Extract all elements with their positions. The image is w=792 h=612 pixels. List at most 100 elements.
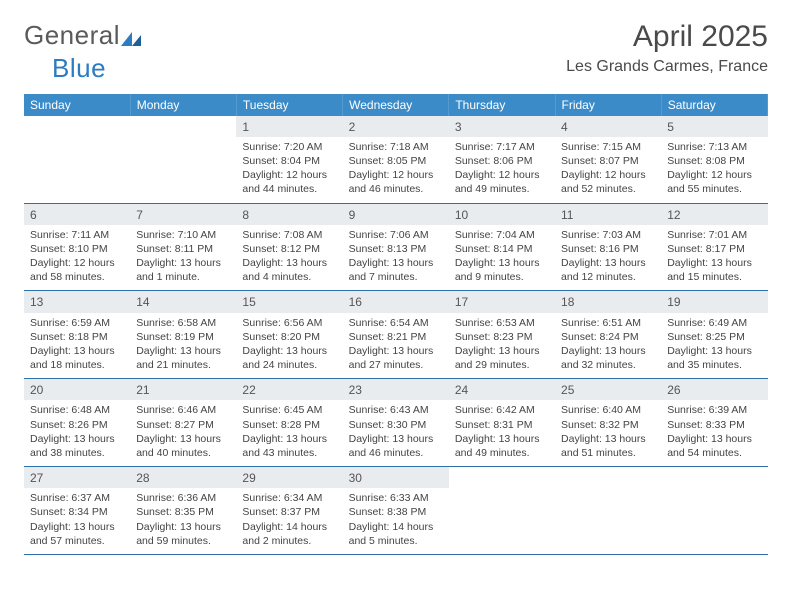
calendar-week: 6Sunrise: 7:11 AMSunset: 8:10 PMDaylight…	[24, 203, 768, 291]
day-number: 6	[24, 204, 130, 225]
daylight-text: Daylight: 13 hours and 9 minutes.	[455, 256, 549, 284]
calendar-cell: 18 Sunrise: 6:51 AMSunset: 8:24 PMDayligh…	[555, 291, 661, 379]
day-details: Sunrise: 6:43 AMSunset: 8:30 PMDaylight:…	[343, 400, 449, 466]
day-number: 4	[555, 116, 661, 137]
daylight-text: Daylight: 13 hours and 49 minutes.	[455, 432, 549, 460]
sunset-text: Sunset: 8:26 PM	[30, 418, 124, 432]
calendar-cell: 2Sunrise: 7:18 AMSunset: 8:05 PMDaylight…	[343, 116, 449, 203]
calendar-week: 1Sunrise: 7:20 AMSunset: 8:04 PMDaylight…	[24, 116, 768, 203]
day-details: Sunrise: 6:56 AMSunset: 8:20 PMDaylight:…	[236, 313, 342, 379]
sunset-text: Sunset: 8:23 PM	[455, 330, 549, 344]
sunset-text: Sunset: 8:05 PM	[349, 154, 443, 168]
sunrise-text: Sunrise: 6:51 AM	[561, 316, 655, 330]
day-number: 16	[343, 291, 449, 312]
day-details: Sunrise: 6:46 AMSunset: 8:27 PMDaylight:…	[130, 400, 236, 466]
sunset-text: Sunset: 8:38 PM	[349, 505, 443, 519]
day-number: 24	[449, 379, 555, 400]
day-number: 18	[555, 291, 661, 312]
weekday-header: Thursday	[449, 94, 555, 116]
daylight-text: Daylight: 12 hours and 49 minutes.	[455, 168, 549, 196]
calendar-cell: 22Sunrise: 6:45 AMSunset: 8:28 PMDayligh…	[236, 379, 342, 467]
day-details: Sunrise: 6:58 AMSunset: 8:19 PMDaylight:…	[130, 313, 236, 379]
calendar-cell	[449, 467, 555, 555]
sunrise-text: Sunrise: 6:46 AM	[136, 403, 230, 417]
calendar-cell: 7 Sunrise: 7:10 AMSunset: 8:11 PMDaylight…	[130, 203, 236, 291]
day-details: Sunrise: 7:15 AMSunset: 8:07 PMDaylight:…	[555, 137, 661, 203]
sunset-text: Sunset: 8:07 PM	[561, 154, 655, 168]
sunrise-text: Sunrise: 6:49 AM	[667, 316, 761, 330]
calendar-cell	[130, 116, 236, 203]
daylight-text: Daylight: 13 hours and 59 minutes.	[136, 520, 230, 548]
sunset-text: Sunset: 8:16 PM	[561, 242, 655, 256]
daylight-text: Daylight: 13 hours and 35 minutes.	[667, 344, 761, 372]
daylight-text: Daylight: 13 hours and 1 minute.	[136, 256, 230, 284]
sunset-text: Sunset: 8:35 PM	[136, 505, 230, 519]
sunrise-text: Sunrise: 6:45 AM	[242, 403, 336, 417]
sunset-text: Sunset: 8:24 PM	[561, 330, 655, 344]
calendar-cell: 3Sunrise: 7:17 AMSunset: 8:06 PMDaylight…	[449, 116, 555, 203]
calendar-week: 27Sunrise: 6:37 AMSunset: 8:34 PMDayligh…	[24, 467, 768, 555]
day-number: 26	[661, 379, 767, 400]
daylight-text: Daylight: 13 hours and 21 minutes.	[136, 344, 230, 372]
location-label: Les Grands Carmes, France	[566, 58, 768, 76]
daylight-text: Daylight: 13 hours and 29 minutes.	[455, 344, 549, 372]
day-number: 10	[449, 204, 555, 225]
day-number: 28	[130, 467, 236, 488]
calendar-cell: 23Sunrise: 6:43 AMSunset: 8:30 PMDayligh…	[343, 379, 449, 467]
sunrise-text: Sunrise: 7:01 AM	[667, 228, 761, 242]
calendar-week: 20Sunrise: 6:48 AMSunset: 8:26 PMDayligh…	[24, 379, 768, 467]
calendar-cell: 8Sunrise: 7:08 AMSunset: 8:12 PMDaylight…	[236, 203, 342, 291]
day-number: 7	[130, 204, 236, 225]
sunset-text: Sunset: 8:27 PM	[136, 418, 230, 432]
sunset-text: Sunset: 8:18 PM	[30, 330, 124, 344]
sunrise-text: Sunrise: 7:20 AM	[242, 140, 336, 154]
day-details: Sunrise: 6:53 AMSunset: 8:23 PMDaylight:…	[449, 313, 555, 379]
page-header: GeneralBlue April 2025 Les Grands Carmes…	[24, 20, 768, 84]
calendar-cell: 5Sunrise: 7:13 AMSunset: 8:08 PMDaylight…	[661, 116, 767, 203]
day-number: 19	[661, 291, 767, 312]
calendar-cell: 14Sunrise: 6:58 AMSunset: 8:19 PMDayligh…	[130, 291, 236, 379]
day-number: 27	[24, 467, 130, 488]
sunset-text: Sunset: 8:30 PM	[349, 418, 443, 432]
day-number: 30	[343, 467, 449, 488]
daylight-text: Daylight: 13 hours and 7 minutes.	[349, 256, 443, 284]
sunset-text: Sunset: 8:25 PM	[667, 330, 761, 344]
day-details: Sunrise: 6:34 AMSunset: 8:37 PMDaylight:…	[236, 488, 342, 554]
day-number: 17	[449, 291, 555, 312]
calendar-cell: 21Sunrise: 6:46 AMSunset: 8:27 PMDayligh…	[130, 379, 236, 467]
sunset-text: Sunset: 8:06 PM	[455, 154, 549, 168]
daylight-text: Daylight: 13 hours and 32 minutes.	[561, 344, 655, 372]
day-number: 15	[236, 291, 342, 312]
sunrise-text: Sunrise: 6:43 AM	[349, 403, 443, 417]
calendar-cell	[24, 116, 130, 203]
calendar-cell: 13Sunrise: 6:59 AMSunset: 8:18 PMDayligh…	[24, 291, 130, 379]
calendar-cell: 24Sunrise: 6:42 AMSunset: 8:31 PMDayligh…	[449, 379, 555, 467]
day-details: Sunrise: 6:54 AMSunset: 8:21 PMDaylight:…	[343, 313, 449, 379]
calendar-cell: 30Sunrise: 6:33 AMSunset: 8:38 PMDayligh…	[343, 467, 449, 555]
brand-part1: General	[24, 20, 120, 50]
daylight-text: Daylight: 13 hours and 15 minutes.	[667, 256, 761, 284]
sunset-text: Sunset: 8:17 PM	[667, 242, 761, 256]
sunrise-text: Sunrise: 6:56 AM	[242, 316, 336, 330]
calendar-cell	[661, 467, 767, 555]
sunset-text: Sunset: 8:11 PM	[136, 242, 230, 256]
daylight-text: Daylight: 13 hours and 43 minutes.	[242, 432, 336, 460]
day-details: Sunrise: 7:03 AMSunset: 8:16 PMDaylight:…	[555, 225, 661, 291]
day-number: 21	[130, 379, 236, 400]
sunset-text: Sunset: 8:32 PM	[561, 418, 655, 432]
sunrise-text: Sunrise: 6:36 AM	[136, 491, 230, 505]
sunrise-text: Sunrise: 6:37 AM	[30, 491, 124, 505]
day-number: 20	[24, 379, 130, 400]
calendar-cell: 9Sunrise: 7:06 AMSunset: 8:13 PMDaylight…	[343, 203, 449, 291]
calendar-cell: 4Sunrise: 7:15 AMSunset: 8:07 PMDaylight…	[555, 116, 661, 203]
sunrise-text: Sunrise: 7:04 AM	[455, 228, 549, 242]
daylight-text: Daylight: 13 hours and 18 minutes.	[30, 344, 124, 372]
sunrise-text: Sunrise: 6:34 AM	[242, 491, 336, 505]
calendar-header: SundayMondayTuesdayWednesdayThursdayFrid…	[24, 94, 768, 116]
daylight-text: Daylight: 12 hours and 55 minutes.	[667, 168, 761, 196]
day-number: 9	[343, 204, 449, 225]
calendar-table: SundayMondayTuesdayWednesdayThursdayFrid…	[24, 94, 768, 555]
sunset-text: Sunset: 8:21 PM	[349, 330, 443, 344]
sunrise-text: Sunrise: 7:10 AM	[136, 228, 230, 242]
day-details: Sunrise: 6:42 AMSunset: 8:31 PMDaylight:…	[449, 400, 555, 466]
